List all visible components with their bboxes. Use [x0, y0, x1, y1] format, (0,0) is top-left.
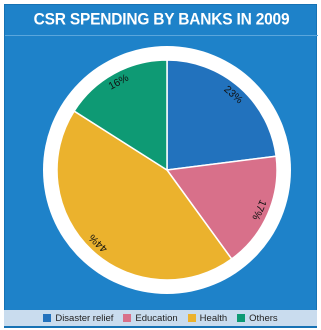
legend-label: Education — [135, 312, 178, 324]
legend-swatch — [237, 314, 246, 322]
legend-item-others: Others — [237, 313, 278, 324]
legend-bottom-rule — [4, 326, 317, 328]
pie-slice-disaster-relief — [166, 59, 277, 171]
legend-item-disaster-relief: Disaster relief — [43, 313, 113, 324]
legend: Disaster relief Education Health Others — [4, 310, 317, 326]
title-divider — [5, 35, 318, 36]
legend-label: Health — [199, 312, 228, 324]
legend-item-health: Health — [187, 312, 228, 324]
pie-layer: 23%17%44%16% — [43, 46, 291, 294]
legend-strip: Disaster relief Education Health Others — [4, 310, 317, 326]
legend-label: Disaster relief — [55, 312, 114, 324]
legend-label: Others — [249, 312, 278, 324]
legend-swatch — [187, 314, 196, 322]
pie-slice-health — [56, 110, 233, 281]
pie-slice-education — [165, 155, 278, 261]
pie-slice-others — [73, 59, 168, 172]
chart-title: CSR SPENDING BY BANKS IN 2009 — [33, 10, 290, 29]
legend-swatch — [43, 314, 52, 322]
legend-item-education: Education — [123, 312, 178, 324]
legend-swatch — [123, 314, 132, 322]
